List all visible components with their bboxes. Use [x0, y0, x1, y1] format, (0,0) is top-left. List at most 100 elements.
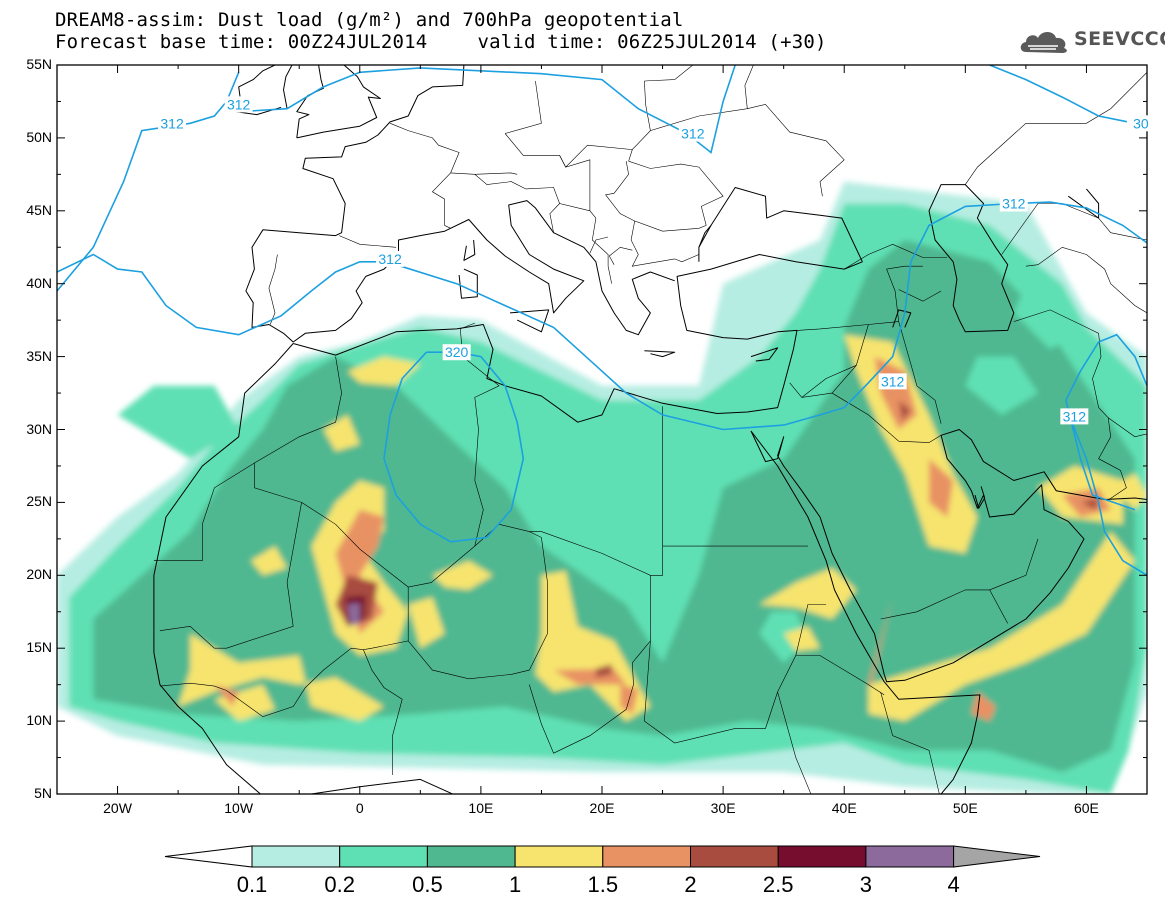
geopotential-contour	[1069, 419, 1147, 576]
lat-tick-label: 30N	[26, 420, 52, 437]
coastline	[296, 65, 381, 139]
colorbar-level-label: 0.1	[236, 872, 268, 897]
dust-region-c4	[323, 414, 360, 452]
country-border	[460, 328, 500, 547]
valid-time: valid time: 06Z25JUL2014 (+30)	[477, 31, 827, 53]
country-border	[634, 220, 707, 232]
colorbar-segment	[426, 845, 516, 868]
colorbar-level-label: 4	[947, 872, 960, 897]
country-border	[525, 187, 612, 284]
dust-region-c4	[178, 633, 384, 722]
contour-label-text: 312	[160, 115, 184, 131]
country-border	[844, 243, 948, 270]
lat-tick-label: 25N	[26, 493, 52, 510]
dust-region-c4	[868, 531, 1135, 722]
contour-label-text: 312	[681, 126, 705, 142]
coastline	[928, 184, 1015, 333]
country-border	[549, 203, 560, 233]
lat-tick-label: 10N	[26, 712, 52, 729]
coastline	[676, 254, 863, 340]
lon-tick-label: 10W	[224, 800, 254, 816]
base-time: Forecast base time: 00Z24JUL2014	[55, 31, 428, 53]
country-border	[1001, 203, 1147, 255]
geopotential-contour	[238, 65, 736, 154]
map-title: DREAM8-assim: Dust load (g/m²) and 700hP…	[55, 9, 684, 31]
contour-label: 312	[999, 195, 1028, 212]
colorbar-level-label: 1	[508, 872, 522, 897]
colorbar-segment	[251, 845, 341, 868]
dust-region-c4	[432, 560, 493, 590]
dust-region-c5	[868, 597, 893, 687]
coastline	[296, 65, 324, 138]
country-border	[450, 172, 526, 190]
country-border	[339, 235, 397, 248]
dust-region-c2	[117, 385, 239, 459]
coastline	[153, 343, 294, 653]
dust-region-c6	[898, 400, 911, 421]
contour-label-text: 30	[1133, 115, 1149, 131]
contour-label: 312	[224, 96, 253, 113]
contour-label: 312	[1060, 408, 1089, 425]
contour-label: 320	[442, 344, 471, 361]
country-border	[499, 524, 651, 754]
country-border	[407, 531, 548, 680]
coastline	[698, 225, 712, 248]
country-border	[644, 604, 827, 744]
contour-label-text: 312	[227, 96, 251, 112]
country-border	[474, 172, 518, 175]
lat-tick-label: 55N	[26, 56, 52, 72]
colorbar-segment	[602, 845, 691, 868]
country-border	[363, 649, 403, 775]
dust-region-c4	[214, 684, 275, 722]
colorbar-segment	[514, 845, 604, 868]
colorbar-level-label: 0.2	[324, 872, 355, 897]
contour-label-text: 312	[1002, 196, 1026, 212]
contour-label: 312	[678, 125, 707, 142]
dust-region-c6	[1080, 498, 1099, 510]
dust-region-c8	[347, 603, 360, 625]
coastline	[698, 187, 863, 263]
lat-tick-label: 15N	[26, 639, 52, 656]
country-border	[505, 80, 542, 134]
colorbar-level-label: 1.5	[587, 872, 619, 897]
lon-tick-label: 20E	[589, 800, 615, 816]
country-border	[1108, 417, 1147, 438]
logo-text: SEEVCCC	[1074, 28, 1165, 50]
lat-tick-label: 5N	[34, 785, 52, 801]
country-border	[628, 160, 724, 226]
contour-label: 312	[376, 250, 405, 267]
lon-tick-label: 20W	[103, 800, 132, 816]
colorbar-arrow-high	[953, 845, 1041, 868]
lon-tick-label: 0	[355, 800, 364, 816]
lat-tick-label: 50N	[26, 128, 52, 145]
lon-tick-label: 10E	[468, 800, 494, 816]
country-border	[989, 589, 1008, 624]
country-border	[801, 365, 857, 398]
colorbar-segment	[865, 845, 955, 868]
contour-label: 312	[158, 115, 187, 132]
cloud-icon	[1020, 32, 1067, 53]
country-border	[965, 72, 1147, 185]
country-border	[504, 133, 633, 168]
dust-region-c4	[783, 626, 820, 652]
country-border	[796, 265, 923, 331]
colorbar-segment	[777, 845, 867, 868]
country-border	[268, 254, 278, 325]
coastline	[750, 347, 779, 362]
dust-region-c2	[541, 473, 615, 547]
colorbar-segment	[690, 845, 779, 868]
map-subtitle: Forecast base time: 00Z24JUL2014 valid ti…	[55, 31, 827, 53]
dust-region-c2	[1013, 283, 1087, 350]
country-border	[605, 161, 700, 267]
contour-label-text: 312	[881, 373, 905, 389]
lon-tick-label: 50E	[952, 800, 978, 816]
colorbar-level-label: 2.5	[762, 872, 794, 897]
country-border	[795, 655, 869, 685]
contour-label-text: 320	[445, 344, 469, 360]
colorbar-level-label: 2	[684, 872, 697, 897]
country-border	[898, 321, 942, 424]
lon-tick-label: 40E	[831, 800, 857, 816]
lat-tick-label: 35N	[26, 347, 52, 364]
country-border	[880, 691, 940, 794]
